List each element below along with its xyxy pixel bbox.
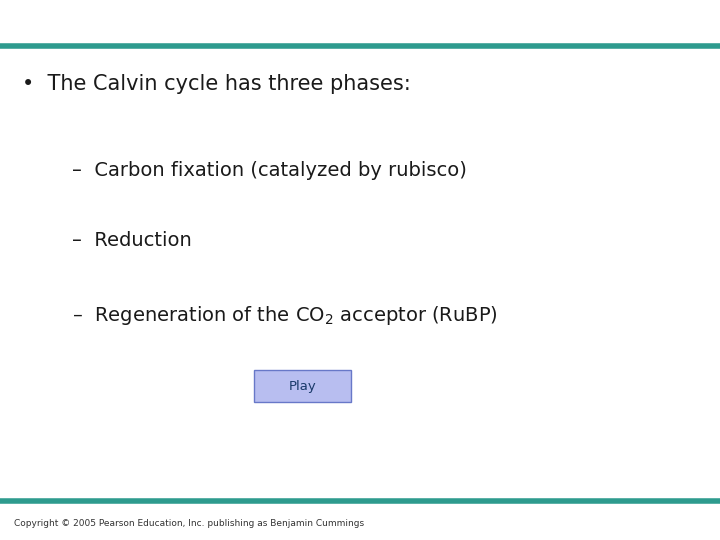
Text: Copyright © 2005 Pearson Education, Inc. publishing as Benjamin Cummings: Copyright © 2005 Pearson Education, Inc.… [14,519,364,528]
Text: –  Reduction: – Reduction [72,231,192,250]
FancyBboxPatch shape [253,370,351,402]
Text: –  Regeneration of the CO$_2$ acceptor (RuBP): – Regeneration of the CO$_2$ acceptor (R… [72,305,498,327]
Text: Play: Play [289,380,316,393]
Text: •  The Calvin cycle has three phases:: • The Calvin cycle has three phases: [22,73,410,94]
Text: –  Carbon fixation (catalyzed by rubisco): – Carbon fixation (catalyzed by rubisco) [72,160,467,180]
